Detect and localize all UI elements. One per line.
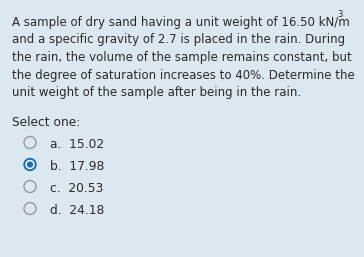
Text: Select one:: Select one: [12, 115, 80, 128]
Text: A sample of dry sand having a unit weight of 16.50 kN/m: A sample of dry sand having a unit weigh… [12, 16, 350, 29]
Circle shape [28, 162, 32, 167]
Circle shape [24, 203, 36, 215]
Circle shape [24, 180, 36, 192]
Text: b.  17.98: b. 17.98 [50, 160, 104, 172]
Circle shape [24, 136, 36, 149]
Circle shape [26, 161, 34, 169]
Text: unit weight of the sample after being in the rain.: unit weight of the sample after being in… [12, 86, 301, 99]
Text: d.  24.18: d. 24.18 [50, 204, 104, 216]
Text: the rain, the volume of the sample remains constant, but: the rain, the volume of the sample remai… [12, 51, 352, 64]
Text: the degree of saturation increases to 40%. Determine the: the degree of saturation increases to 40… [12, 69, 355, 81]
Circle shape [24, 159, 36, 170]
Text: c.  20.53: c. 20.53 [50, 181, 103, 195]
Text: 3: 3 [337, 10, 343, 19]
Text: and a specific gravity of 2.7 is placed in the rain. During: and a specific gravity of 2.7 is placed … [12, 33, 345, 47]
Text: a.  15.02: a. 15.02 [50, 137, 104, 151]
